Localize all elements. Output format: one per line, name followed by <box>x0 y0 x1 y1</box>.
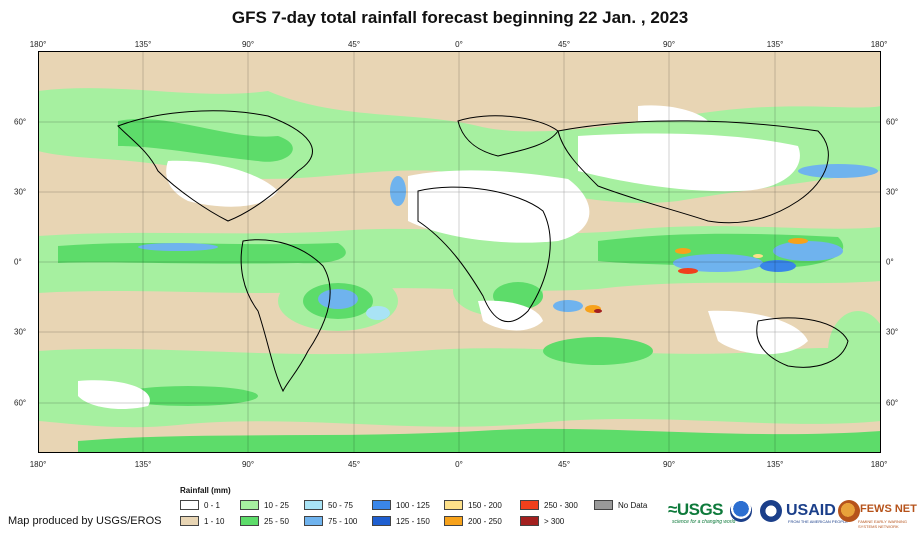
lat-label-left: 0° <box>14 257 22 267</box>
map-title: GFS 7-day total rainfall forecast beginn… <box>231 8 689 27</box>
dry-areas <box>78 105 808 410</box>
legend-swatch <box>444 516 463 526</box>
lon-label-top: 180° <box>29 40 47 49</box>
usaid-logo: USAID <box>786 502 836 519</box>
legend-item: 25 - 50 <box>240 516 289 526</box>
legend-swatch <box>240 516 259 526</box>
lon-label-top: 135° <box>766 40 784 49</box>
legend-swatch <box>180 500 199 510</box>
extreme-rain-areas <box>585 238 808 313</box>
legend-item: 200 - 250 <box>444 516 502 526</box>
lon-label-top: 0° <box>455 40 463 49</box>
legend-swatch <box>520 516 539 526</box>
lon-label-bottom: 45° <box>557 460 571 469</box>
legend-item: 1 - 10 <box>180 516 224 526</box>
legend-swatch <box>304 500 323 510</box>
lat-label-right: 0° <box>886 257 894 267</box>
rainfall-map <box>38 51 881 453</box>
legend-item: 0 - 1 <box>180 500 220 510</box>
fews-net-logo: FEWS NET <box>860 503 917 515</box>
legend-item: No Data <box>594 500 647 510</box>
very-heavy-rain-areas <box>138 164 878 320</box>
lat-label-left: 30° <box>14 327 27 337</box>
lat-label-right: 60° <box>886 398 899 408</box>
legend-label: No Data <box>618 500 648 510</box>
legend-label: 100 - 125 <box>396 500 430 510</box>
noaa-logo-icon <box>730 500 752 522</box>
legend-item: 10 - 25 <box>240 500 289 510</box>
legend-title: Rainfall (mm) <box>180 486 231 495</box>
lat-label-right: 30° <box>886 327 899 337</box>
legend-swatch <box>372 500 391 510</box>
legend-label: 150 - 200 <box>468 500 502 510</box>
fews-net-tagline: FAMINE EARLY WARNING SYSTEMS NETWORK <box>858 519 908 529</box>
legend-swatch <box>304 516 323 526</box>
legend-label: 200 - 250 <box>468 516 502 526</box>
legend-item: 250 - 300 <box>520 500 578 510</box>
legend-item: 125 - 150 <box>372 516 430 526</box>
legend-item: > 300 <box>520 516 564 526</box>
legend-label: 50 - 75 <box>328 500 353 510</box>
usgs-logo: ≈USGS <box>668 500 724 519</box>
legend-item: 150 - 200 <box>444 500 502 510</box>
lon-label-bottom: 0° <box>455 460 463 469</box>
lon-label-bottom: 135° <box>134 460 152 469</box>
coastlines <box>117 110 849 393</box>
legend-swatch <box>444 500 463 510</box>
legend-item: 75 - 100 <box>304 516 357 526</box>
usgs-tagline: science for a changing world <box>672 519 736 525</box>
lat-label-right: 30° <box>886 187 899 197</box>
heavy-rain-areas <box>58 118 881 453</box>
lon-label-bottom: 180° <box>29 460 47 469</box>
legend-label: 25 - 50 <box>264 516 289 526</box>
legend-label: 125 - 150 <box>396 516 430 526</box>
legend-swatch <box>372 516 391 526</box>
legend-swatch <box>180 516 199 526</box>
rainfall-map-canvas <box>38 51 881 453</box>
legend-label: > 300 <box>544 516 565 526</box>
graticule <box>38 51 881 453</box>
lon-label-top: 90° <box>662 40 676 49</box>
lat-label-left: 60° <box>14 398 27 408</box>
lon-label-top: 180° <box>870 40 888 49</box>
lon-label-top: 45° <box>557 40 571 49</box>
legend-swatch <box>520 500 539 510</box>
legend-label: 250 - 300 <box>544 500 578 510</box>
legend-item: 100 - 125 <box>372 500 430 510</box>
lon-label-bottom: 135° <box>766 460 784 469</box>
map-frame <box>38 51 881 453</box>
fews-net-globe-icon <box>838 500 860 522</box>
usaid-tagline: FROM THE AMERICAN PEOPLE <box>788 519 848 524</box>
lat-label-left: 60° <box>14 117 27 127</box>
legend-item: 50 - 75 <box>304 500 353 510</box>
legend-swatch <box>240 500 259 510</box>
lon-label-bottom: 90° <box>241 460 255 469</box>
legend-label: 75 - 100 <box>328 516 358 526</box>
lon-label-top: 90° <box>241 40 255 49</box>
legend-label: 10 - 25 <box>264 500 289 510</box>
lat-label-right: 60° <box>886 117 899 127</box>
lon-label-top: 135° <box>134 40 152 49</box>
legend-label: 0 - 1 <box>204 500 221 510</box>
legend-label: 1 - 10 <box>204 516 225 526</box>
legend-swatch <box>594 500 613 510</box>
lat-label-left: 30° <box>14 187 27 197</box>
lon-label-bottom: 180° <box>870 460 888 469</box>
usaid-seal-icon <box>760 500 782 522</box>
lon-label-bottom: 45° <box>347 460 361 469</box>
lon-label-top: 45° <box>347 40 361 49</box>
producer-credit: Map produced by USGS/EROS <box>8 515 162 527</box>
lon-label-bottom: 90° <box>662 460 676 469</box>
